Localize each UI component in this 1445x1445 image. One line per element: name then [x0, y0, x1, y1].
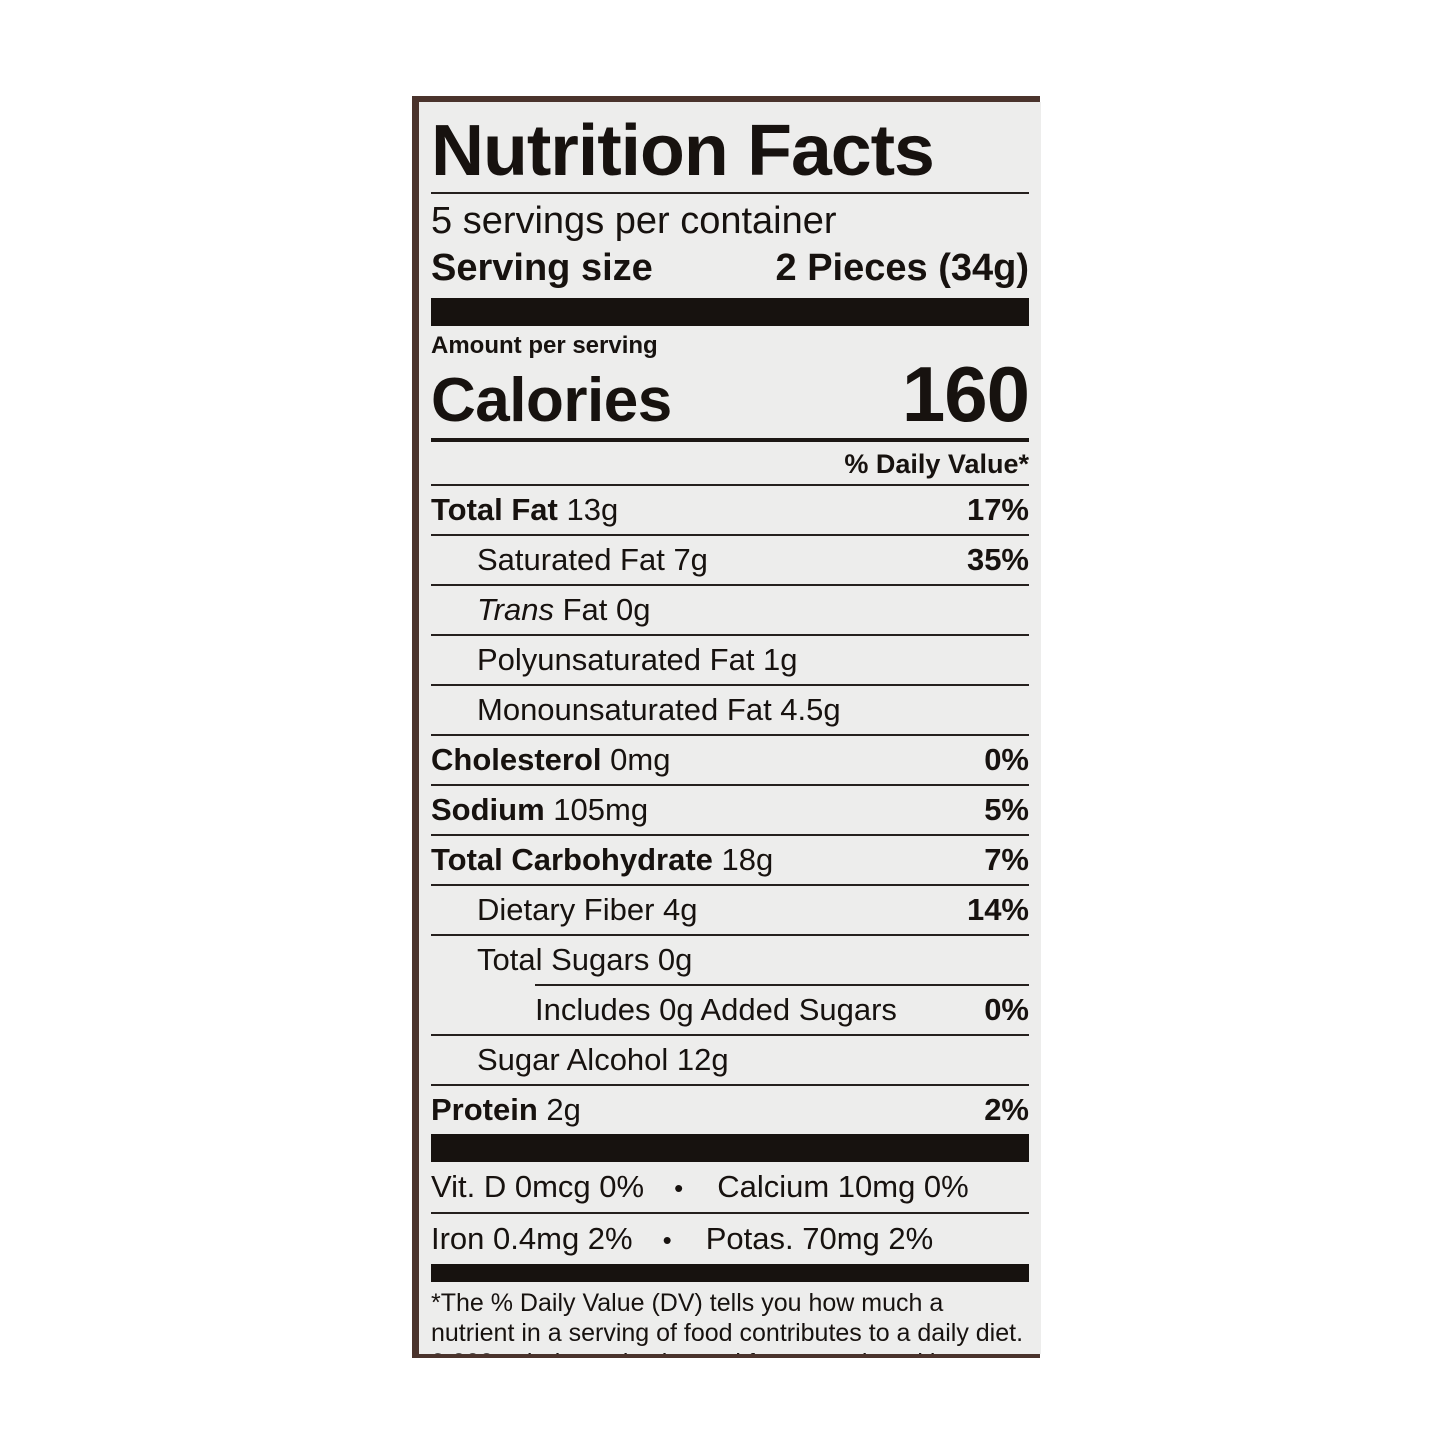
divider-row	[431, 934, 1029, 936]
divider-under-title	[431, 192, 1029, 194]
calories-row: Calories 160	[431, 350, 1030, 438]
nutrient-dv-added-sugars: 0%	[984, 992, 1029, 1027]
nutrient-amount-trans-fat: Fat 0g	[553, 592, 651, 627]
divider-row	[431, 684, 1029, 686]
nutrient-name-polyunsaturated-fat: Polyunsaturated Fat 1g	[477, 642, 798, 677]
serving-size-value: 2 Pieces (34g)	[775, 247, 1029, 289]
nutrient-amount-protein: 2g	[537, 1092, 581, 1127]
servings-per-container: 5 servings per container	[431, 200, 837, 242]
nutrient-row-dietary-fiber: Dietary Fiber 4g 14%	[431, 886, 1029, 934]
nutrient-name-monounsaturated-fat: Monounsaturated Fat 4.5g	[477, 692, 841, 727]
nutrient-name-added-sugars: Includes 0g Added Sugars	[535, 992, 897, 1027]
nutrient-amount-total-carbohydrate: 18g	[712, 842, 774, 877]
divider-row	[431, 1212, 1029, 1214]
nutrient-name-total-carbohydrate: Total Carbohydrate 18g	[431, 838, 972, 881]
nutrient-name-sugar-alcohol: Sugar Alcohol 12g	[477, 1042, 729, 1077]
divider-row	[431, 534, 1029, 536]
bullet-separator-icon: •	[662, 1225, 672, 1255]
nutrient-row-monounsaturated-fat: Monounsaturated Fat 4.5g	[431, 686, 1029, 734]
nutrient-row-sodium: Sodium 105mg 5%	[431, 786, 1029, 834]
nutrient-name-total-sugars: Total Sugars 0g	[477, 942, 693, 977]
nutrient-name-total-carbohydrate-bold: Total Carbohydrate	[431, 842, 713, 877]
divider-row	[431, 884, 1029, 886]
bullet-separator-icon: •	[674, 1173, 684, 1203]
divider-under-dv-header	[431, 484, 1029, 486]
nutrient-row-trans-fat: Trans Fat 0g	[431, 586, 1029, 634]
divider-row-indented	[535, 984, 1029, 986]
nutrient-row-added-sugars: Includes 0g Added Sugars 0%	[431, 986, 1029, 1034]
nutrient-name-trans-fat: Trans Fat 0g	[477, 588, 1017, 631]
nutrient-dv-cholesterol: 0%	[984, 742, 1029, 777]
nutrient-amount-cholesterol: 0mg	[601, 742, 671, 777]
nutrient-row-protein: Protein 2g 2%	[431, 1086, 1029, 1134]
nutrient-name-total-fat: Total Fat 13g	[431, 488, 955, 531]
nutrient-dv-total-carbohydrate: 7%	[984, 842, 1029, 877]
divider-under-calories	[431, 438, 1029, 442]
page-title: Nutrition Facts	[431, 111, 935, 191]
calories-label: Calories	[431, 366, 672, 435]
nutrient-row-polyunsaturated-fat: Polyunsaturated Fat 1g	[431, 636, 1029, 684]
nutrient-name-sodium-bold: Sodium	[431, 792, 545, 827]
amount-per-serving-label: Amount per serving	[431, 332, 658, 359]
nutrient-name-protein-bold: Protein	[431, 1092, 538, 1127]
daily-value-footnote: *The % Daily Value (DV) tells you how mu…	[431, 1289, 1024, 1354]
divider-thick-top	[431, 298, 1029, 326]
micronutrient-row-2: Iron 0.4mg 2% • Potas. 70mg 2%	[431, 1214, 1029, 1264]
nutrient-dv-total-fat: 17%	[966, 492, 1029, 527]
nutrient-name-sodium: Sodium 105mg	[431, 788, 972, 831]
micronutrient-iron: Iron 0.4mg 2%	[431, 1221, 633, 1256]
nutrient-name-cholesterol: Cholesterol 0mg	[431, 738, 972, 781]
nutrient-dv-protein: 2%	[984, 1092, 1029, 1127]
divider-thick-before-micronutrients	[431, 1134, 1029, 1162]
divider-row	[431, 1034, 1029, 1036]
calories-value: 160	[901, 350, 1030, 438]
nutrient-amount-sodium: 105mg	[544, 792, 649, 827]
divider-row	[431, 634, 1029, 636]
daily-value-header: % Daily Value*	[844, 449, 1029, 479]
nutrient-name-protein: Protein 2g	[431, 1088, 972, 1131]
divider-row	[431, 734, 1029, 736]
micronutrient-potassium: Potas. 70mg 2%	[705, 1221, 934, 1256]
micronutrient-calcium: Calcium 10mg 0%	[717, 1169, 969, 1204]
serving-size-row: Serving size 2 Pieces (34g)	[431, 244, 1029, 298]
divider-row	[431, 784, 1029, 786]
nutrition-facts-panel: Nutrition Facts 5 servings per container…	[419, 102, 1041, 1354]
nutrient-row-sugar-alcohol: Sugar Alcohol 12g	[431, 1036, 1029, 1084]
nutrient-dv-saturated-fat: 35%	[966, 542, 1029, 577]
micronutrient-row-1: Vit. D 0mcg 0% • Calcium 10mg 0%	[431, 1162, 1029, 1212]
micronutrient-vitamin-d: Vit. D 0mcg 0%	[431, 1169, 645, 1204]
nutrient-name-saturated-fat: Saturated Fat 7g	[477, 542, 708, 577]
nutrient-name-total-fat-bold: Total Fat	[431, 492, 558, 527]
nutrient-row-saturated-fat: Saturated Fat 7g 35%	[431, 536, 1029, 584]
nutrient-row-cholesterol: Cholesterol 0mg 0%	[431, 736, 1029, 784]
serving-size-label: Serving size	[431, 247, 653, 289]
divider-thick-before-footnote	[431, 1264, 1029, 1282]
nutrient-dv-sodium: 5%	[984, 792, 1029, 827]
divider-row	[431, 1084, 1029, 1086]
divider-row	[431, 834, 1029, 836]
nutrient-name-trans-italic: Trans	[477, 592, 554, 627]
nutrient-amount-total-fat: 13g	[557, 492, 619, 527]
nutrient-row-total-sugars: Total Sugars 0g	[431, 936, 1029, 984]
nutrient-row-total-fat: Total Fat 13g 17%	[431, 486, 1029, 534]
nutrient-name-cholesterol-bold: Cholesterol	[431, 742, 602, 777]
divider-row	[431, 584, 1029, 586]
nutrient-name-dietary-fiber: Dietary Fiber 4g	[477, 892, 698, 927]
nutrient-row-total-carbohydrate: Total Carbohydrate 18g 7%	[431, 836, 1029, 884]
nutrient-dv-dietary-fiber: 14%	[966, 892, 1029, 927]
